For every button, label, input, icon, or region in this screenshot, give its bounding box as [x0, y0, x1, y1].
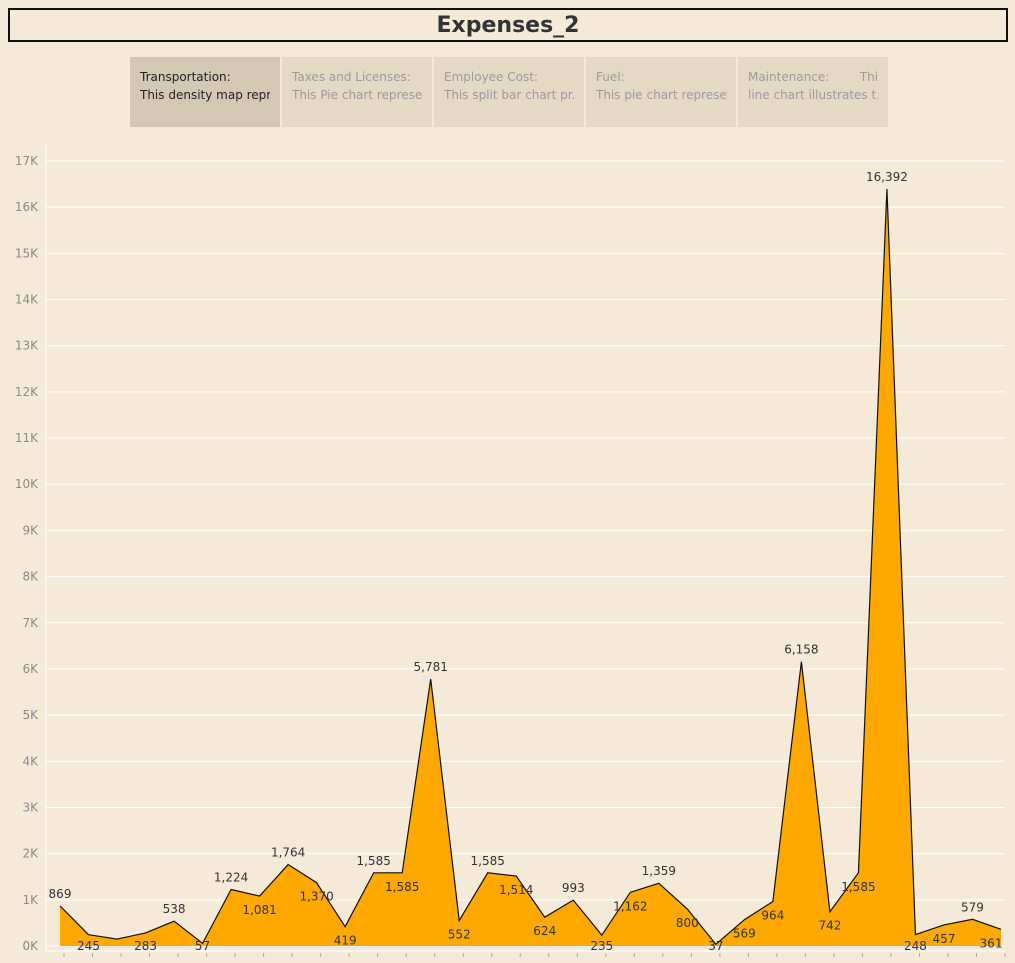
y-tick-label: 17K [15, 154, 39, 168]
y-tick-label: 6K [22, 662, 39, 676]
data-label: 419 [334, 934, 357, 948]
data-label: 1,585 [356, 854, 390, 868]
y-tick-label: 5K [22, 708, 39, 722]
y-tick-label: 16K [15, 200, 39, 214]
data-label: 1,514 [499, 883, 533, 897]
data-label: 869 [49, 887, 72, 901]
data-label: 6,158 [784, 643, 818, 657]
story-point-taxes-and-licenses[interactable]: Taxes and Licenses: This Pie chart repre… [282, 57, 432, 127]
story-point-caption: Employee Cost: [444, 70, 538, 84]
y-tick-label: 12K [15, 385, 39, 399]
y-tick-label: 10K [15, 477, 39, 491]
data-label: 361 [980, 936, 1003, 950]
story-point-caption: Maintenance: This [748, 70, 878, 84]
data-labels: 869 245 283 538 57 1,224 1,081 1,764 1,370 419 1,5… [49, 170, 1003, 953]
data-label: 57 [195, 939, 210, 953]
data-label: 1,585 [385, 880, 419, 894]
data-label: 1,224 [214, 870, 248, 884]
area-series[interactable] [58, 187, 1003, 946]
data-label: 800 [676, 916, 699, 930]
data-label: 248 [904, 939, 927, 953]
data-label: 37 [708, 939, 723, 953]
story-point-caption: Taxes and Licenses: [292, 70, 411, 84]
y-tick-label: 9K [22, 523, 39, 537]
gridlines [45, 145, 1005, 951]
story-point-caption: Fuel: [596, 70, 625, 84]
story-point-transportation[interactable]: Transportation: This density map repr.. [130, 57, 280, 127]
story-point-description: line chart illustrates t.. [748, 88, 878, 102]
data-label: 16,392 [866, 170, 908, 184]
data-label: 993 [562, 881, 585, 895]
data-label: 579 [961, 900, 984, 914]
data-label: 1,081 [242, 903, 276, 917]
y-tick-label: 14K [15, 293, 39, 307]
story-point-maintenance[interactable]: Maintenance: This line chart illustrates… [738, 57, 888, 127]
data-label: 964 [761, 908, 784, 922]
data-label: 1,370 [299, 890, 333, 904]
data-label: 552 [448, 928, 471, 942]
area-line [59, 189, 1002, 946]
story-point-fuel[interactable]: Fuel: This pie chart represe.. [586, 57, 736, 127]
y-tick-label: 8K [22, 570, 39, 584]
y-tick-label: 4K [22, 754, 39, 768]
data-label: 283 [134, 939, 157, 953]
area-fill[interactable] [60, 189, 1001, 946]
story-navigator: Transportation: This density map repr.. … [130, 57, 890, 127]
data-label: 624 [533, 924, 556, 938]
area-chart: 0K 1K 2K 3K 4K 5K 6K 7K 8K 9K 10K 11K 12K 13K 14K 15K 16… [15, 145, 1006, 957]
story-point-description: This Pie chart represe.. [292, 88, 422, 102]
data-label: 1,585 [471, 854, 505, 868]
y-tick-label: 2K [22, 847, 39, 861]
data-label: 1,359 [642, 864, 676, 878]
data-label: 245 [77, 939, 100, 953]
y-tick-label: 0K [22, 939, 39, 953]
y-tick-label: 1K [22, 893, 39, 907]
y-tick-label: 11K [15, 431, 39, 445]
y-tick-label: 7K [22, 616, 39, 630]
y-tick-label: 13K [15, 339, 39, 353]
y-tick-label: 3K [22, 800, 39, 814]
data-label: 1,162 [613, 899, 647, 913]
data-label: 5,781 [414, 660, 448, 674]
story-point-description: This split bar chart pr.. [444, 88, 574, 102]
data-label: 1,764 [271, 846, 305, 860]
data-label: 1,585 [841, 880, 875, 894]
story-point-employee-cost[interactable]: Employee Cost: This split bar chart pr.. [434, 57, 584, 127]
data-label: 235 [590, 939, 613, 953]
data-label: 457 [933, 932, 956, 946]
y-axis: 0K 1K 2K 3K 4K 5K 6K 7K 8K 9K 10K 11K 12K 13K 14K 15K 16… [15, 154, 1006, 957]
data-label: 569 [733, 927, 756, 941]
story-point-caption: Transportation: [140, 70, 231, 84]
data-label: 538 [163, 902, 186, 916]
story-point-description: This density map repr.. [140, 88, 270, 102]
y-tick-label: 15K [15, 246, 39, 260]
story-point-description: This pie chart represe.. [596, 88, 726, 102]
dashboard-title: Expenses_2 [8, 8, 1008, 42]
data-label: 742 [818, 919, 841, 933]
